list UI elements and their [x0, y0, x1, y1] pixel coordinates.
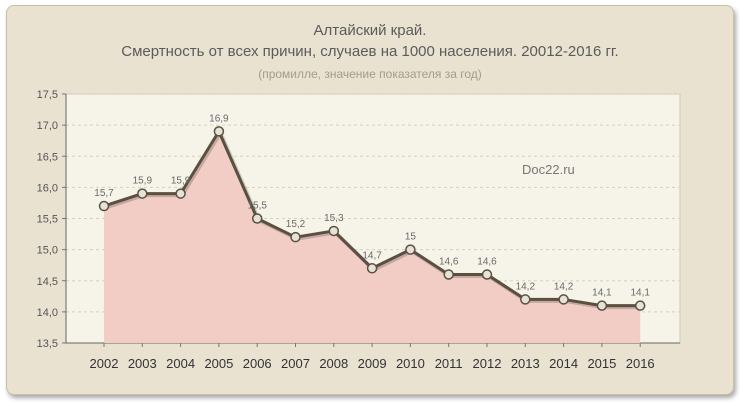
- data-point: [328, 225, 340, 237]
- chart-subtitle: (промилле, значение показателя за год): [258, 67, 482, 81]
- y-tick-label: 17,0: [37, 120, 58, 132]
- data-label: 15: [405, 232, 417, 243]
- x-tick-label: 2008: [319, 356, 348, 371]
- data-point: [634, 300, 646, 311]
- y-tick-label: 16,0: [37, 182, 58, 194]
- data-label: 14,6: [477, 257, 497, 268]
- data-point: [251, 213, 263, 224]
- data-label: 14,2: [516, 281, 536, 292]
- y-tick-label: 15,0: [37, 245, 58, 257]
- x-tick-label: 2012: [473, 356, 502, 371]
- data-point: [290, 231, 301, 243]
- x-tick-label: 2004: [166, 356, 195, 371]
- data-point: [213, 126, 225, 137]
- x-tick-label: 2010: [396, 356, 425, 371]
- data-label: 15,3: [324, 213, 344, 224]
- data-point: [481, 269, 493, 280]
- data-label: 15,9: [133, 176, 153, 187]
- x-tick-label: 2009: [358, 356, 387, 371]
- data-label: 14,1: [592, 288, 612, 299]
- data-point: [520, 294, 531, 305]
- data-label: 16,9: [209, 113, 229, 124]
- data-label: 15,5: [247, 201, 267, 212]
- x-tick-label: 2011: [435, 356, 463, 371]
- x-tick-label: 2015: [587, 356, 616, 371]
- data-label: 14,7: [362, 250, 382, 261]
- chart-title-line2: Смертность от всех причин, случаев на 10…: [121, 43, 619, 60]
- data-label: 14,1: [630, 288, 650, 299]
- data-label: 15,2: [286, 219, 306, 230]
- data-point: [558, 294, 569, 305]
- y-tick-label: 14,5: [37, 276, 58, 288]
- y-tick-label: 16,5: [37, 151, 58, 163]
- x-tick-label: 2002: [90, 356, 119, 371]
- data-point: [366, 263, 378, 274]
- area-fill: [104, 131, 641, 343]
- data-point: [405, 244, 416, 255]
- chart-title-line1: Алтайский край.: [313, 22, 427, 39]
- x-tick-label: 2016: [626, 356, 655, 371]
- data-point: [443, 269, 454, 280]
- watermark-label: Doc22.ru: [522, 162, 575, 177]
- data-label: 14,2: [554, 281, 574, 292]
- data-point: [137, 188, 148, 199]
- data-point: [596, 300, 608, 311]
- data-label: 14,6: [439, 257, 459, 268]
- x-tick-label: 2005: [204, 356, 233, 371]
- y-tick-label: 17,5: [37, 89, 58, 101]
- x-tick-label: 2013: [511, 356, 540, 371]
- data-point: [175, 188, 186, 199]
- data-label: 15,9: [171, 176, 191, 187]
- x-tick-label: 2006: [243, 356, 272, 371]
- x-tick-label: 2003: [128, 356, 157, 371]
- y-tick-label: 13,5: [37, 338, 58, 350]
- x-tick-label: 2014: [549, 356, 578, 371]
- x-tick-label: 2007: [281, 356, 310, 371]
- y-tick-label: 15,5: [37, 214, 58, 226]
- data-point: [98, 200, 110, 212]
- data-label: 15,7: [94, 188, 114, 199]
- y-tick-label: 14,0: [37, 307, 58, 319]
